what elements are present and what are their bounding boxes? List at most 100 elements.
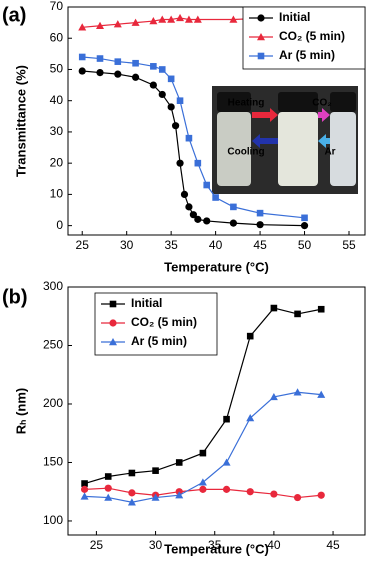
marker [152, 467, 159, 474]
marker [104, 473, 112, 480]
marker [151, 493, 160, 501]
y-axis-title: Rₕ (nm) [13, 388, 28, 434]
inset-photo [212, 86, 358, 194]
marker [176, 159, 184, 167]
marker [300, 222, 309, 230]
series-line [84, 391, 322, 503]
marker [149, 81, 157, 89]
marker [193, 15, 202, 23]
marker [246, 414, 255, 422]
marker [222, 485, 231, 493]
marker [199, 449, 207, 457]
y-tick-label: 20 [50, 155, 64, 169]
marker [194, 159, 202, 167]
legend-marker [109, 319, 117, 327]
marker [150, 63, 157, 70]
marker [80, 485, 89, 493]
marker [81, 480, 88, 487]
marker [175, 491, 184, 499]
marker [185, 203, 193, 211]
marker [131, 73, 140, 81]
legend-marker [109, 338, 117, 346]
y-tick-label: 60 [50, 30, 64, 44]
marker [194, 215, 202, 223]
legend-label: Initial [131, 296, 162, 310]
marker [301, 214, 308, 222]
marker [158, 15, 167, 23]
marker [230, 203, 237, 211]
marker [246, 488, 254, 496]
legend-label: Ar (5 min) [279, 48, 335, 62]
x-tick-label: 35 [164, 238, 178, 252]
marker [212, 194, 219, 201]
marker [132, 59, 139, 67]
marker [171, 122, 180, 130]
legend-marker [257, 14, 265, 22]
y-tick-label: 200 [43, 396, 63, 410]
marker [199, 485, 207, 493]
marker [96, 21, 105, 29]
y-tick-label: 30 [50, 124, 64, 138]
legend-label: CO₂ (5 min) [131, 315, 197, 329]
marker [127, 498, 136, 506]
x-tick-label: 45 [253, 238, 267, 252]
y-tick-label: 50 [50, 62, 64, 76]
marker [128, 469, 136, 477]
marker [104, 484, 112, 492]
marker [167, 75, 175, 83]
marker [185, 134, 193, 142]
marker [96, 68, 104, 77]
series [78, 53, 308, 222]
marker [270, 490, 278, 498]
y-tick-label: 40 [50, 93, 64, 107]
marker [114, 70, 122, 78]
y-axis-title: Transmittance (%) [13, 65, 28, 177]
marker [189, 211, 197, 219]
marker [184, 15, 193, 23]
plot-frame [67, 6, 366, 236]
y-tick-label: 10 [50, 187, 64, 201]
marker [131, 18, 140, 26]
x-tick-label: 45 [326, 538, 340, 552]
series [81, 304, 325, 487]
series [78, 67, 309, 230]
plot-frame [67, 286, 366, 536]
x-tick-label: 40 [209, 238, 223, 252]
x-tick-label: 30 [149, 538, 163, 552]
y-tick-label: 70 [50, 0, 64, 13]
legend-marker [257, 52, 265, 60]
marker [149, 17, 158, 25]
x-axis-title: Temperature (°C) [164, 541, 269, 556]
marker [222, 458, 231, 466]
x-tick-label: 55 [342, 238, 356, 252]
legend-label: Initial [279, 10, 310, 24]
marker [223, 415, 230, 423]
annotation: Ar [324, 147, 335, 158]
marker [317, 390, 326, 398]
marker [256, 209, 264, 217]
marker [269, 392, 278, 401]
marker [317, 305, 325, 313]
marker [246, 332, 254, 340]
annotation: Cooling [227, 147, 264, 158]
annotation: CO₂ [312, 98, 331, 109]
marker [175, 459, 183, 466]
x-tick-label: 25 [76, 238, 90, 252]
marker [113, 20, 122, 28]
marker [80, 492, 89, 500]
y-tick-label: 250 [43, 338, 63, 352]
marker [78, 23, 87, 31]
x-tick-label: 50 [298, 238, 312, 252]
panel-label: (b) [2, 286, 28, 308]
legend-label: Ar (5 min) [131, 334, 187, 348]
marker [158, 66, 166, 73]
marker [317, 491, 325, 499]
marker [256, 221, 264, 229]
series [80, 388, 326, 506]
x-tick-label: 40 [267, 538, 281, 552]
marker [198, 478, 207, 486]
marker [270, 304, 278, 312]
y-tick-label: 100 [43, 513, 63, 527]
marker [114, 58, 122, 65]
